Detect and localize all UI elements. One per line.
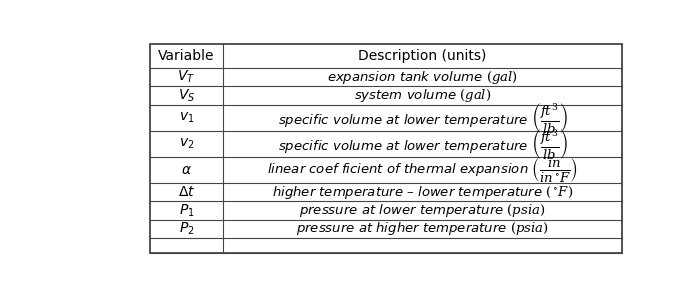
Text: $v_2$: $v_2$	[178, 137, 194, 151]
Text: pressure at higher temperature $(psia)$: pressure at higher temperature $(psia)$	[296, 220, 549, 237]
Bar	[150, 44, 622, 253]
Text: $P_1$: $P_1$	[178, 202, 195, 219]
Text: Description (units): Description (units)	[358, 49, 486, 63]
Text: higher temperature – lower temperature $( \,^{\circ}F)$: higher temperature – lower temperature $…	[272, 184, 573, 201]
Text: expansion tank volume $(gal)$: expansion tank volume $(gal)$	[327, 69, 518, 86]
Text: specific volume at lower temperature $\left(\dfrac{ft^3}{lb}\right)$: specific volume at lower temperature $\l…	[278, 101, 567, 135]
Text: $P_2$: $P_2$	[178, 221, 195, 237]
Text: specific volume at lower temperature $\left(\dfrac{ft^3}{lb}\right)$: specific volume at lower temperature $\l…	[278, 127, 567, 161]
Text: $\alpha$: $\alpha$	[181, 163, 192, 177]
Text: $v_1$: $v_1$	[178, 111, 194, 125]
Text: Variable: Variable	[158, 49, 215, 63]
Text: $V_T$: $V_T$	[177, 69, 195, 86]
Text: $V_S$: $V_S$	[178, 87, 195, 104]
Text: pressure at lower temperature $(psia)$: pressure at lower temperature $(psia)$	[299, 202, 546, 219]
Text: system volume $(gal)$: system volume $(gal)$	[354, 87, 491, 104]
Text: linear coef ficient of thermal expansion $\left(\dfrac{in}{in\,^{\circ}F}\right): linear coef ficient of thermal expansion…	[267, 155, 578, 185]
Text: $\Delta t$: $\Delta t$	[178, 185, 195, 199]
